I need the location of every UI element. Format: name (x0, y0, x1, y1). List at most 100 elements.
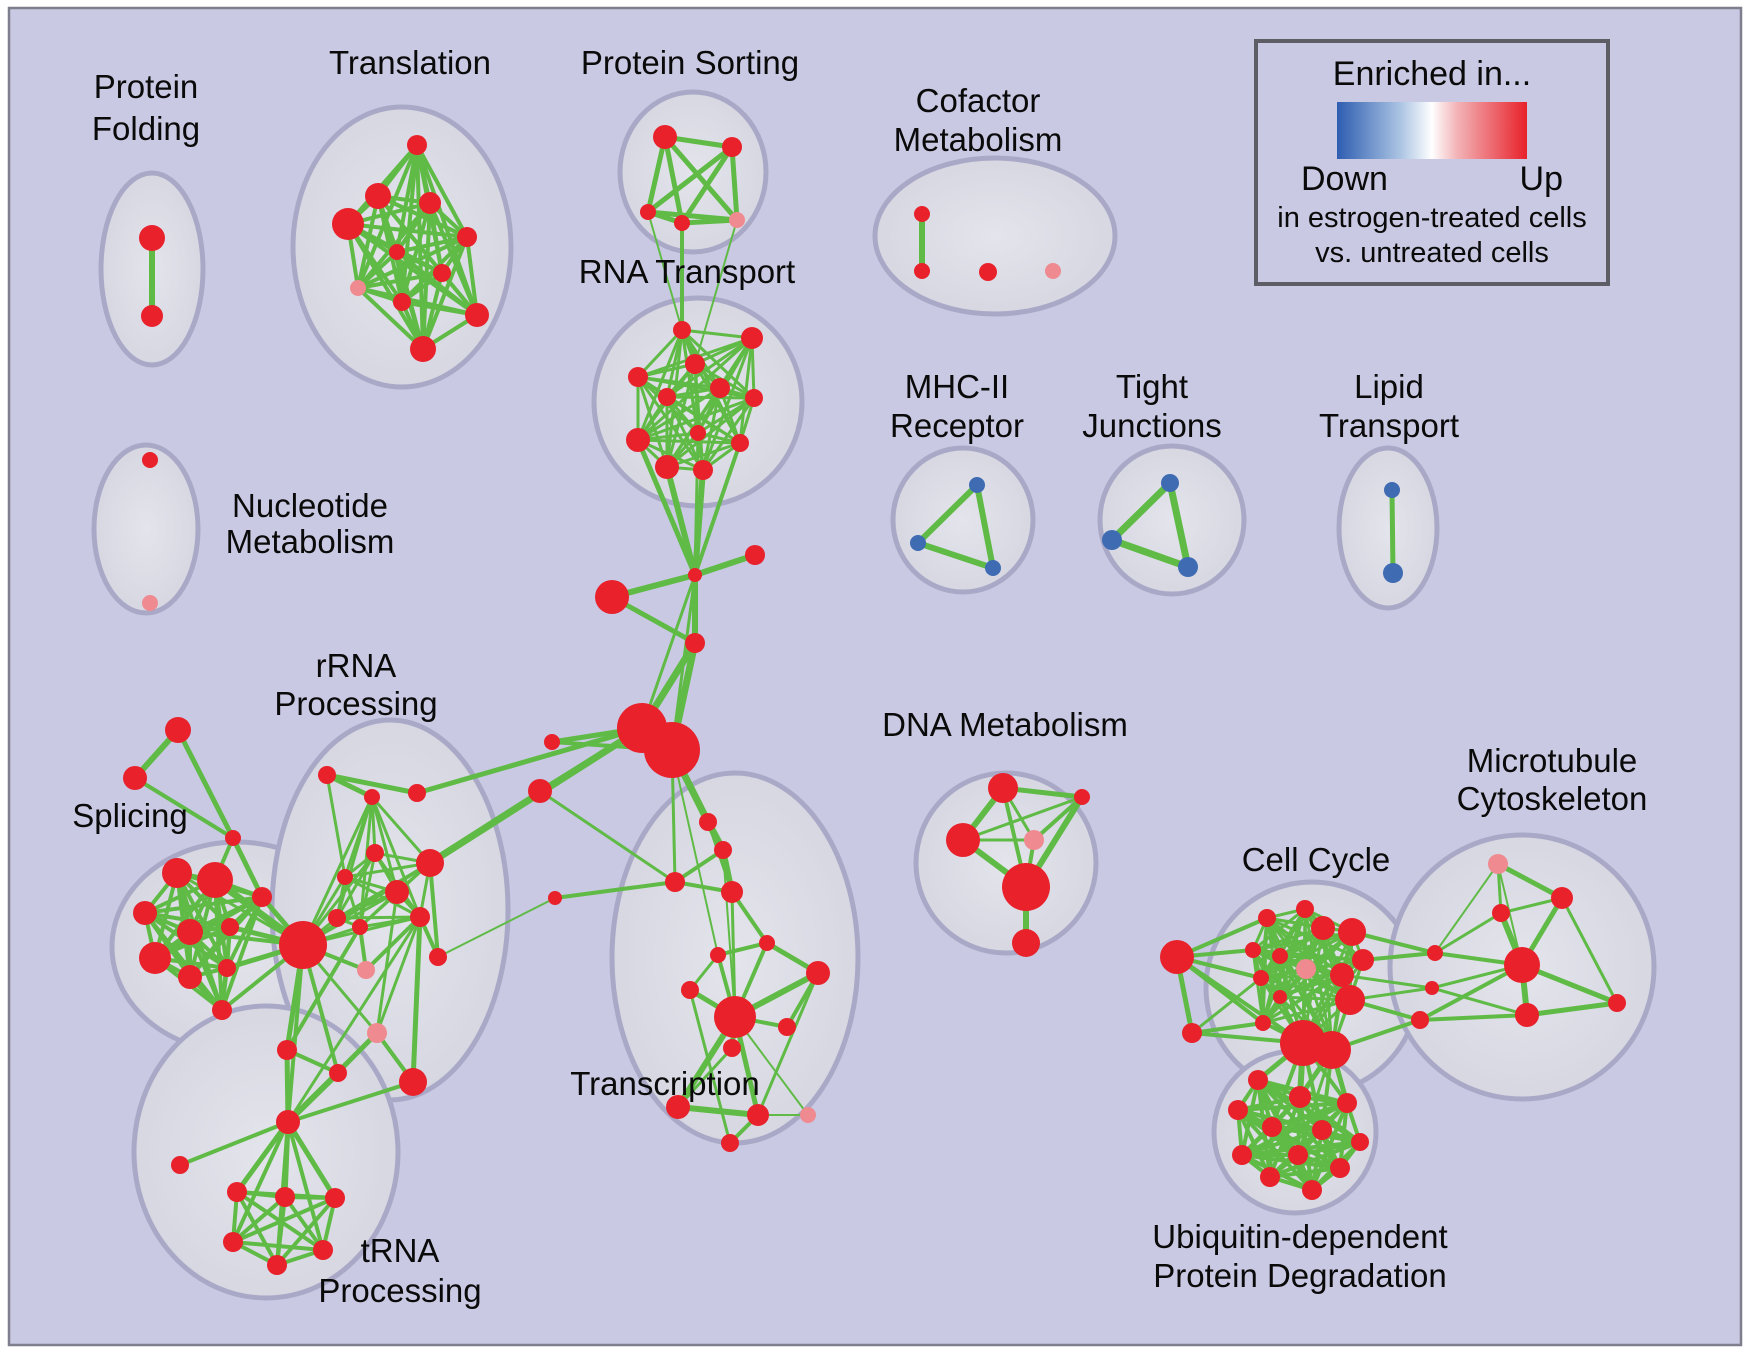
cluster-label-trna-processing: tRNA Processing (318, 1232, 481, 1309)
network-node-rt7 (745, 389, 763, 407)
network-edge (636, 375, 756, 400)
network-edge (636, 328, 684, 379)
network-node-rt11 (655, 455, 679, 479)
network-edge (370, 795, 432, 865)
network-edge (364, 915, 422, 972)
network-node-s4 (177, 919, 203, 945)
network-edge (701, 396, 756, 472)
network-node-c7 (1296, 959, 1316, 979)
network-node-t6 (389, 244, 405, 260)
legend-gradient-bar (1337, 102, 1527, 159)
network-node-tn5 (313, 1240, 333, 1260)
network-node-tr14 (747, 1104, 769, 1126)
network-node-x3 (225, 830, 241, 846)
network-node-t1 (407, 135, 427, 155)
network-edge (285, 1119, 338, 1201)
network-node-t10 (465, 303, 489, 327)
network-edge (553, 880, 677, 900)
network-node-j2 (745, 545, 765, 565)
network-node-u2 (1289, 1086, 1311, 1108)
network-edge (1495, 861, 1565, 901)
network-node-m1 (1488, 854, 1508, 874)
network-edge (671, 749, 719, 956)
network-node-tj2 (1102, 530, 1122, 550)
network-node-m2 (1551, 887, 1573, 909)
network-node-c3 (1258, 909, 1276, 927)
network-node-tr12 (778, 1018, 796, 1036)
network-edge (665, 395, 756, 400)
network-edge (662, 134, 685, 226)
network-edge (286, 943, 305, 1124)
network-edge (421, 271, 444, 351)
network-edge (414, 725, 645, 796)
network-node-r8 (410, 907, 430, 927)
network-edge (175, 727, 236, 841)
network-node-s7 (139, 942, 171, 974)
network-node-c17 (1313, 1031, 1351, 1069)
network-node-tn1 (227, 1182, 247, 1202)
network-edge (675, 1104, 761, 1118)
network-node-d6 (1012, 929, 1040, 957)
network-edge (640, 573, 697, 730)
cluster-label-ubiquitin-dependent-protein-degradation: Ubiquitin-dependent Protein Degradation (1152, 1218, 1447, 1294)
network-edge (178, 1120, 290, 1167)
network-edge (375, 915, 422, 1035)
network-edge (400, 300, 479, 317)
network-edge (395, 235, 469, 254)
network-node-rt5 (710, 378, 730, 398)
network-node-u7 (1351, 1133, 1369, 1151)
network-node-tr5 (548, 891, 562, 905)
network-edge (301, 795, 374, 947)
network-edge (961, 795, 1084, 842)
network-node-rt1 (673, 321, 691, 339)
network-node-s1 (162, 858, 192, 888)
legend-up-label: Up (1519, 160, 1563, 198)
cluster-label-microtubule-cytoskeleton: Microtubule Cytoskeleton (1457, 742, 1648, 817)
network-edge (688, 988, 732, 1145)
network-edge (716, 941, 769, 957)
network-node-tlone (171, 1156, 189, 1174)
network-node-m5 (1515, 1003, 1539, 1027)
network-edge (722, 849, 736, 1018)
network-node-r6 (337, 869, 353, 885)
network-edge (395, 250, 479, 317)
network-node-nm2 (142, 595, 158, 611)
network-node-tr11 (723, 1039, 741, 1057)
network-edge (1175, 955, 1305, 1045)
network-node-hub3 (544, 734, 560, 750)
network-edge (286, 915, 422, 1124)
network-edge (1350, 930, 1437, 955)
network-node-c6 (1272, 948, 1288, 964)
legend-box: Enriched in... Down Up in estrogen-treat… (1254, 39, 1610, 286)
cluster-label-nucleotide-metabolism: Nucleotide Metabolism (226, 487, 395, 560)
network-edge (680, 328, 754, 340)
network-edge (1560, 896, 1619, 1005)
network-node-cf4 (1045, 263, 1061, 279)
network-edge (665, 336, 754, 399)
network-edge (1032, 795, 1084, 842)
network-node-s3 (133, 901, 157, 925)
network-node-tr2 (714, 841, 732, 859)
cluster-label-protein-sorting: Protein Sorting (581, 44, 799, 81)
network-node-x1 (165, 717, 191, 743)
network-node-rt8 (690, 425, 706, 441)
cluster-ellipse-mhc-ii-receptor (890, 445, 1036, 595)
network-edge (701, 386, 722, 472)
network-edge (636, 438, 742, 445)
network-node-u10 (1330, 1158, 1350, 1178)
network-node-ps3 (640, 204, 656, 220)
network-edge (375, 890, 399, 1035)
network-edge (346, 222, 425, 351)
network-node-rhub (279, 921, 327, 969)
network-edge (738, 336, 754, 445)
network-node-ps1 (653, 125, 677, 149)
network-edge (1190, 1021, 1265, 1035)
cluster-label-transcription: Transcription (570, 1065, 760, 1102)
network-edge (701, 336, 754, 472)
network-edge (915, 482, 980, 546)
cluster-label-protein-folding: Protein Folding (92, 68, 200, 147)
network-node-cf3 (979, 263, 997, 281)
network-node-t11 (410, 336, 436, 362)
network-node-tr8 (681, 981, 699, 999)
